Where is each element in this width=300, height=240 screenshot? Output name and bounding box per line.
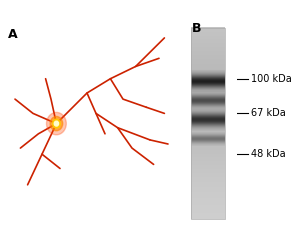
Circle shape [54,121,58,126]
Bar [191,28,225,219]
Circle shape [50,116,63,131]
Text: B: B [191,22,201,35]
Circle shape [46,112,66,135]
Text: 48 kDa: 48 kDa [251,149,286,159]
Circle shape [52,119,60,128]
Text: 67 kDa: 67 kDa [251,108,286,118]
Text: A: A [8,28,17,41]
Text: 100 kDa: 100 kDa [251,74,292,84]
